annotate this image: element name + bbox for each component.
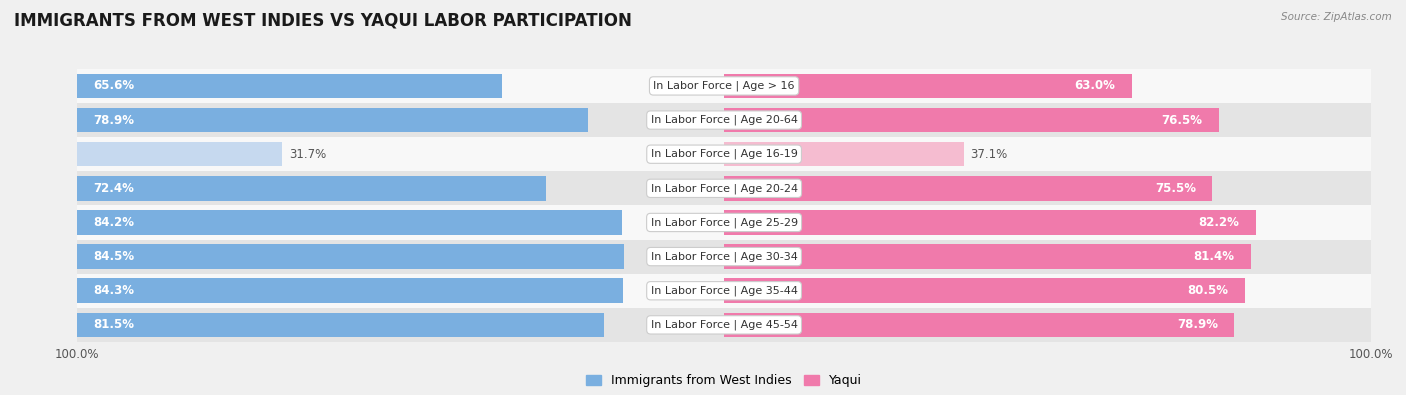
Bar (77, 274, 1371, 308)
Text: In Labor Force | Age 25-29: In Labor Force | Age 25-29 (651, 217, 797, 228)
Text: In Labor Force | Age 20-64: In Labor Force | Age 20-64 (651, 115, 797, 125)
Text: In Labor Force | Age > 16: In Labor Force | Age > 16 (654, 81, 794, 91)
Bar (77, 73, 502, 98)
Bar (724, 176, 1212, 201)
Bar (77, 137, 1371, 171)
Bar (77, 108, 588, 132)
Bar (77, 308, 1371, 342)
Text: IMMIGRANTS FROM WEST INDIES VS YAQUI LABOR PARTICIPATION: IMMIGRANTS FROM WEST INDIES VS YAQUI LAB… (14, 12, 631, 30)
Text: 80.5%: 80.5% (1188, 284, 1229, 297)
Bar (724, 278, 1244, 303)
Text: 31.7%: 31.7% (288, 148, 326, 161)
Bar (77, 239, 1371, 274)
Text: 81.5%: 81.5% (94, 318, 135, 331)
Text: 82.2%: 82.2% (1199, 216, 1240, 229)
Bar (77, 278, 623, 303)
Text: 72.4%: 72.4% (94, 182, 135, 195)
Text: 63.0%: 63.0% (1074, 79, 1115, 92)
Bar (77, 142, 283, 166)
Text: 65.6%: 65.6% (94, 79, 135, 92)
Bar (724, 245, 1250, 269)
Text: 37.1%: 37.1% (970, 148, 1008, 161)
Text: In Labor Force | Age 20-24: In Labor Force | Age 20-24 (651, 183, 797, 194)
Text: 84.5%: 84.5% (94, 250, 135, 263)
Text: In Labor Force | Age 35-44: In Labor Force | Age 35-44 (651, 286, 797, 296)
Text: In Labor Force | Age 16-19: In Labor Force | Age 16-19 (651, 149, 797, 160)
Bar (724, 312, 1234, 337)
Bar (724, 142, 965, 166)
Bar (77, 176, 546, 201)
Text: 84.2%: 84.2% (94, 216, 135, 229)
Bar (77, 210, 621, 235)
Text: 75.5%: 75.5% (1156, 182, 1197, 195)
Text: Source: ZipAtlas.com: Source: ZipAtlas.com (1281, 12, 1392, 22)
Text: 84.3%: 84.3% (94, 284, 135, 297)
Bar (77, 205, 1371, 239)
Bar (724, 210, 1256, 235)
Bar (724, 108, 1219, 132)
Bar (77, 171, 1371, 205)
Bar (724, 73, 1132, 98)
Bar (77, 69, 1371, 103)
Text: 81.4%: 81.4% (1194, 250, 1234, 263)
Text: 78.9%: 78.9% (94, 113, 135, 126)
Bar (77, 245, 624, 269)
Text: In Labor Force | Age 30-34: In Labor Force | Age 30-34 (651, 251, 797, 262)
Bar (77, 103, 1371, 137)
Text: 76.5%: 76.5% (1161, 113, 1202, 126)
Text: 78.9%: 78.9% (1177, 318, 1218, 331)
Legend: Immigrants from West Indies, Yaqui: Immigrants from West Indies, Yaqui (586, 374, 862, 387)
Text: In Labor Force | Age 45-54: In Labor Force | Age 45-54 (651, 320, 797, 330)
Bar (77, 312, 605, 337)
